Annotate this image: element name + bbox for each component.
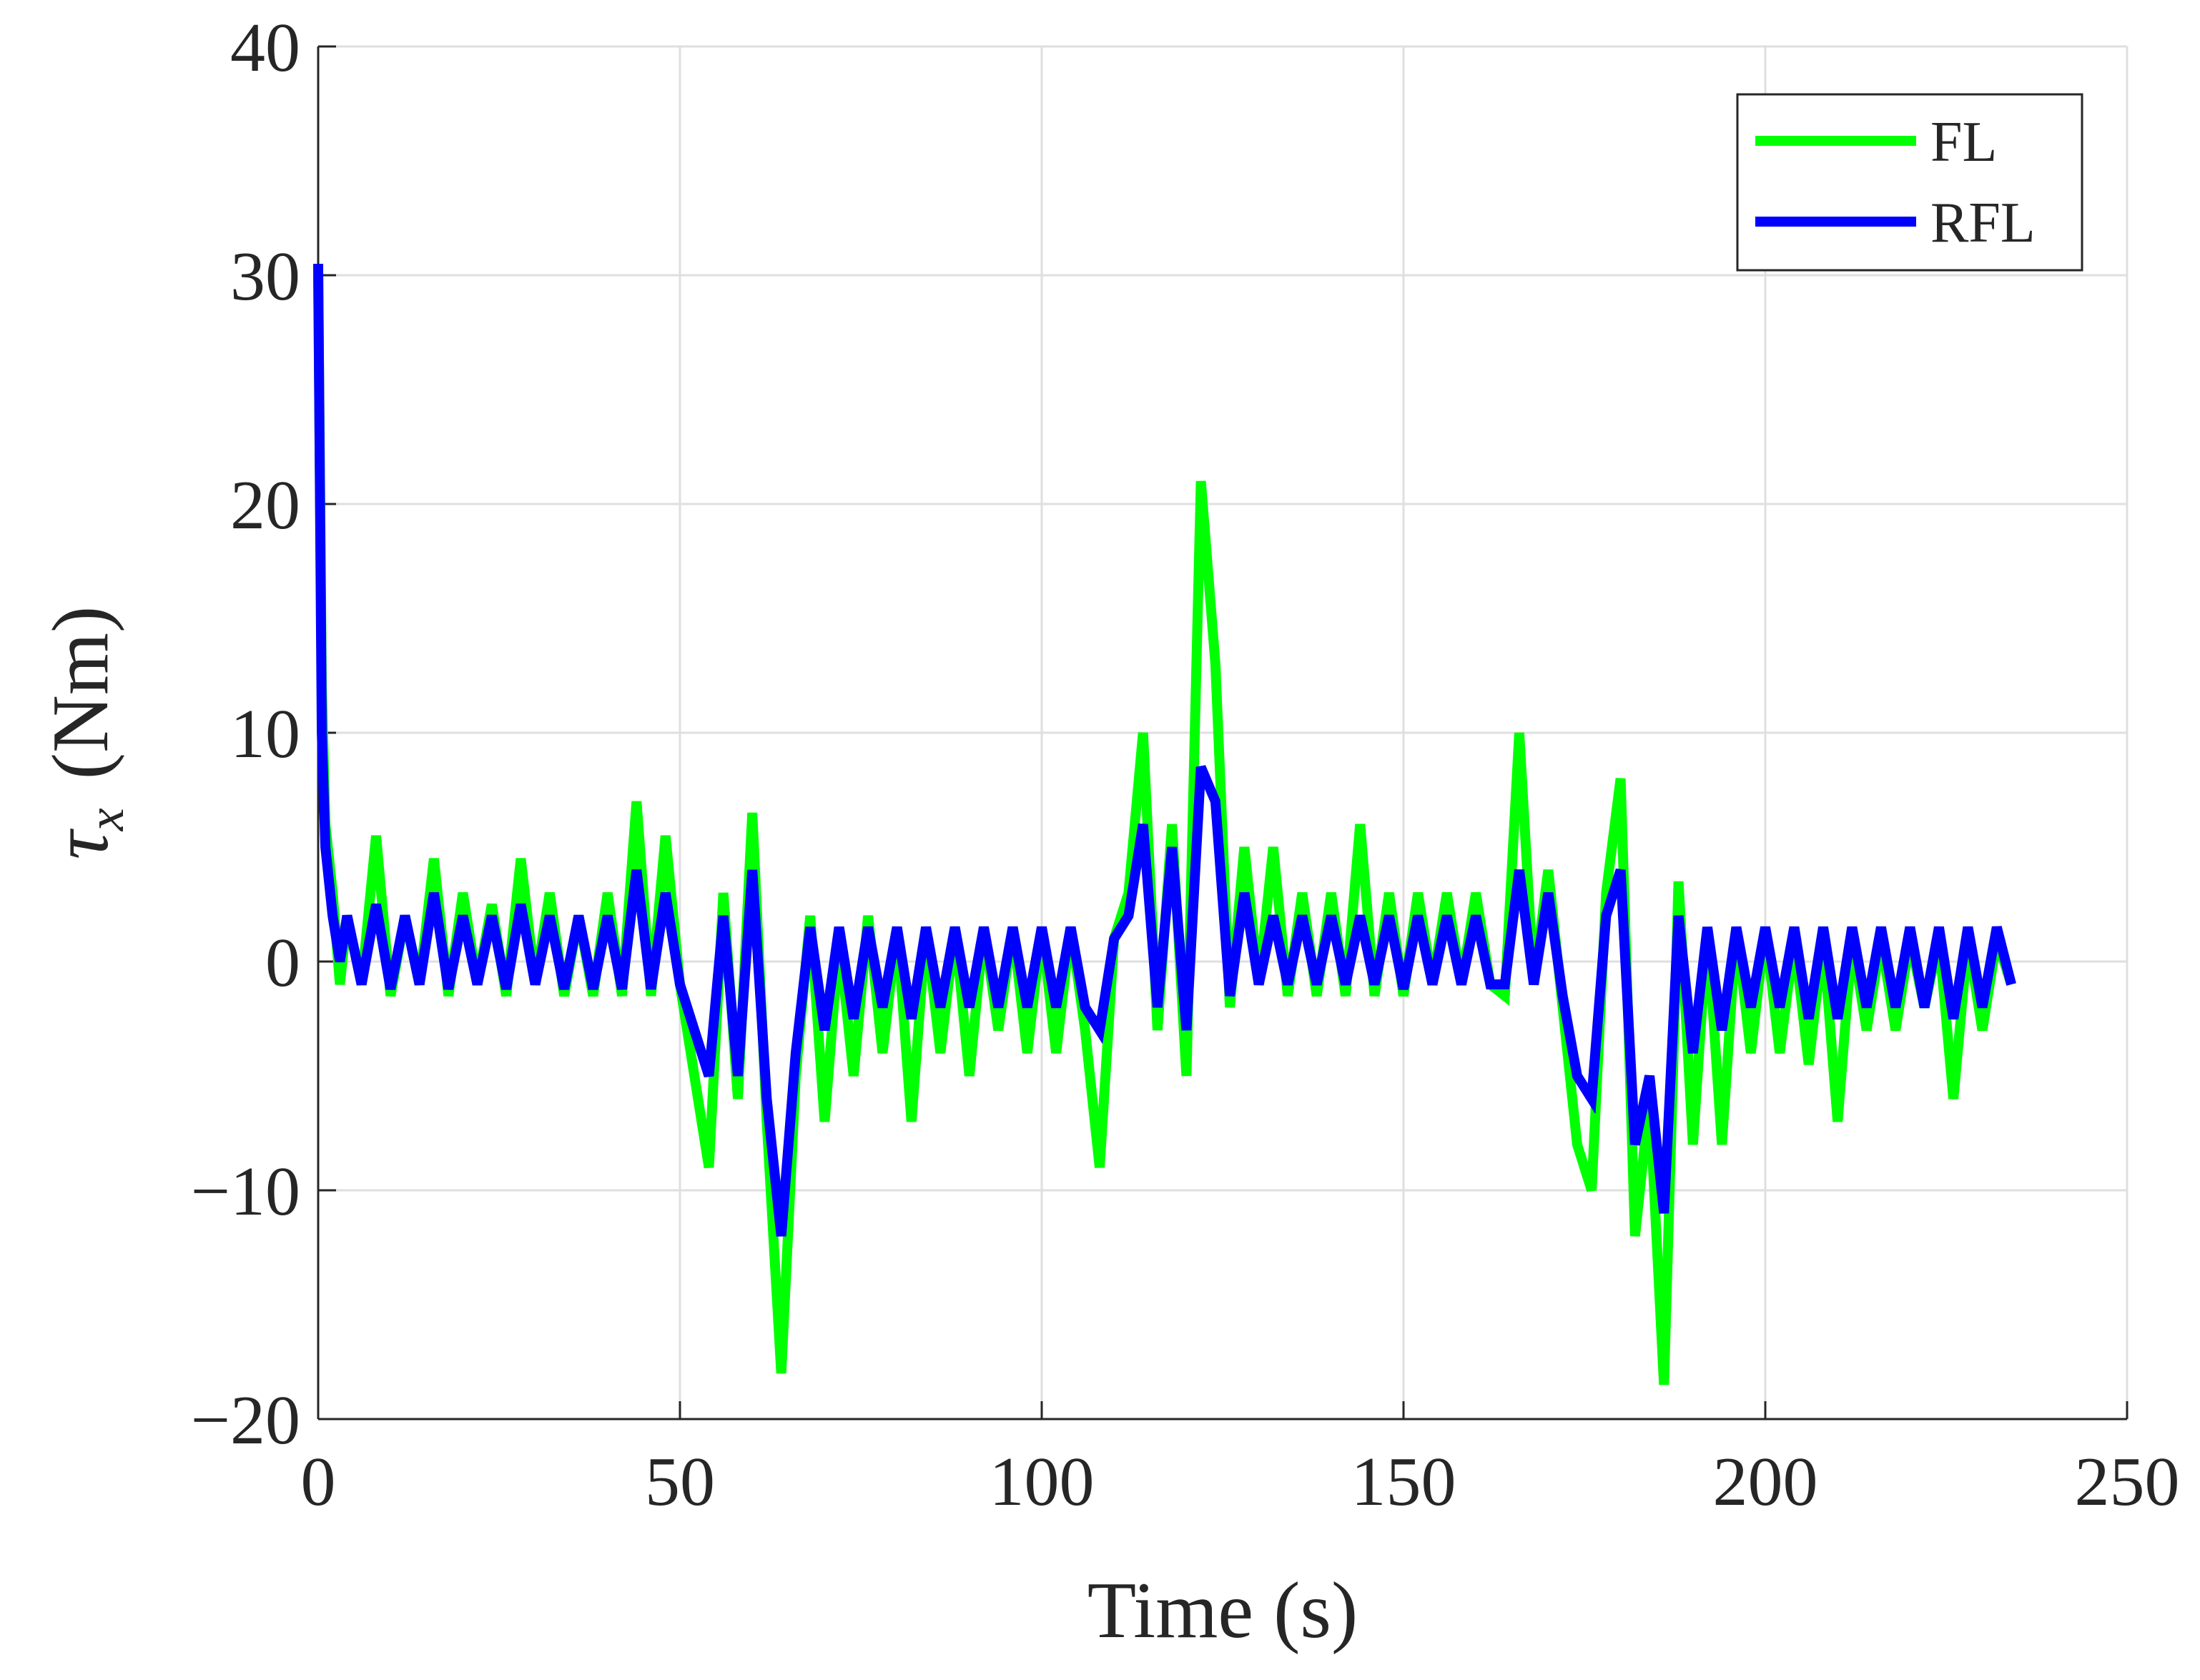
x-tick-label: 0: [301, 1443, 336, 1521]
x-axis-label: Time (s): [1087, 1566, 1358, 1655]
series-line: [313, 275, 2016, 1385]
x-tick-label: 50: [645, 1443, 715, 1521]
y-tick-label: −10: [191, 1153, 300, 1230]
y-axis-label: τx (Nm): [36, 606, 134, 860]
x-tick-label: 250: [2075, 1443, 2180, 1521]
legend-box: [1736, 93, 2083, 272]
legend-label: FL: [1930, 111, 1997, 174]
x-tick-label: 150: [1351, 1443, 1456, 1521]
x-tick-label: 200: [1713, 1443, 1818, 1521]
legend-label: RFL: [1930, 192, 2036, 255]
y-tick-label: 10: [230, 696, 300, 773]
y-tick-label: −20: [191, 1382, 300, 1459]
y-tick-label: 30: [230, 238, 300, 315]
series-line: [313, 263, 2016, 1237]
x-tick-label: 100: [990, 1443, 1095, 1521]
y-label-unit: (Nm): [36, 606, 125, 780]
y-tick-label: 0: [265, 924, 300, 1002]
y-label-symbol: τ: [36, 828, 125, 859]
y-label-subscript: x: [77, 808, 134, 831]
y-tick-label: 40: [230, 9, 300, 87]
y-tick-label: 20: [230, 467, 300, 544]
